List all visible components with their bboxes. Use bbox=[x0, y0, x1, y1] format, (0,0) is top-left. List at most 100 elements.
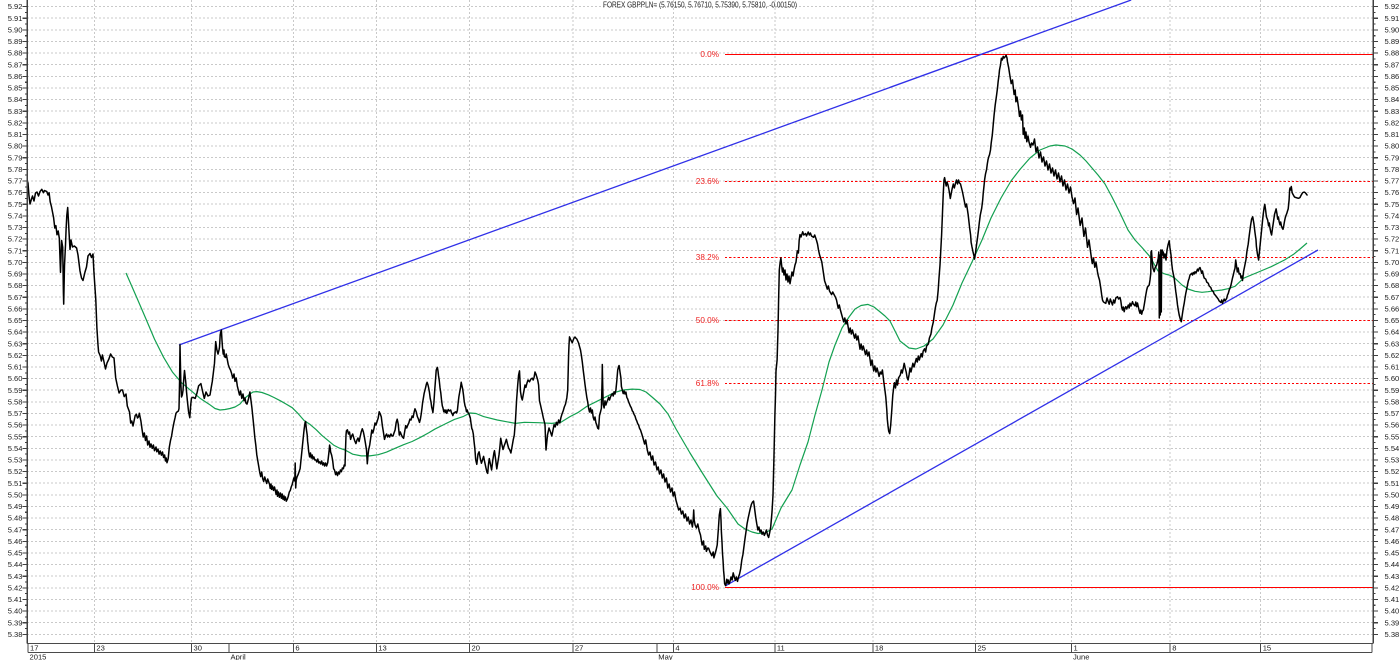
svg-text:5.62: 5.62 bbox=[8, 351, 23, 360]
svg-text:5.74: 5.74 bbox=[1385, 211, 1400, 220]
svg-text:5.83: 5.83 bbox=[1385, 107, 1400, 116]
svg-text:23: 23 bbox=[96, 644, 104, 653]
svg-text:5.84: 5.84 bbox=[8, 95, 23, 104]
svg-text:5.90: 5.90 bbox=[1385, 25, 1400, 34]
svg-text:30: 30 bbox=[194, 644, 202, 653]
svg-text:5.55: 5.55 bbox=[1385, 432, 1400, 441]
svg-text:5.47: 5.47 bbox=[1385, 525, 1400, 534]
svg-text:5.81: 5.81 bbox=[1385, 130, 1400, 139]
svg-text:5.57: 5.57 bbox=[8, 409, 23, 418]
svg-text:5.58: 5.58 bbox=[8, 397, 23, 406]
svg-text:5.77: 5.77 bbox=[8, 177, 23, 186]
svg-text:27: 27 bbox=[575, 644, 583, 653]
svg-text:13: 13 bbox=[378, 644, 386, 653]
svg-text:5.60: 5.60 bbox=[8, 374, 23, 383]
svg-text:5.70: 5.70 bbox=[8, 258, 23, 267]
svg-text:4: 4 bbox=[675, 644, 679, 653]
svg-text:5.78: 5.78 bbox=[8, 165, 23, 174]
svg-text:5.64: 5.64 bbox=[8, 328, 23, 337]
svg-text:5.54: 5.54 bbox=[8, 444, 23, 453]
svg-text:5.62: 5.62 bbox=[1385, 351, 1400, 360]
svg-text:11: 11 bbox=[777, 644, 785, 653]
svg-text:5.75: 5.75 bbox=[1385, 200, 1400, 209]
svg-text:5.74: 5.74 bbox=[8, 211, 23, 220]
svg-text:5.43: 5.43 bbox=[8, 572, 23, 581]
svg-text:5.41: 5.41 bbox=[8, 595, 23, 604]
svg-text:5.53: 5.53 bbox=[1385, 456, 1400, 465]
svg-text:5.88: 5.88 bbox=[1385, 49, 1400, 58]
svg-text:5.81: 5.81 bbox=[8, 130, 23, 139]
svg-text:5.90: 5.90 bbox=[8, 25, 23, 34]
svg-text:5.78: 5.78 bbox=[1385, 165, 1400, 174]
svg-text:5.79: 5.79 bbox=[8, 153, 23, 162]
svg-text:5.42: 5.42 bbox=[1385, 583, 1400, 592]
svg-text:5.53: 5.53 bbox=[8, 456, 23, 465]
svg-text:5.39: 5.39 bbox=[1385, 618, 1400, 627]
svg-text:8: 8 bbox=[1172, 644, 1176, 653]
svg-text:50.0%: 50.0% bbox=[696, 316, 719, 325]
svg-text:5.80: 5.80 bbox=[8, 142, 23, 151]
svg-text:5.49: 5.49 bbox=[8, 502, 23, 511]
svg-text:5.66: 5.66 bbox=[1385, 304, 1400, 313]
svg-text:5.60: 5.60 bbox=[1385, 374, 1400, 383]
svg-text:5.85: 5.85 bbox=[1385, 84, 1400, 93]
svg-text:May: May bbox=[658, 653, 673, 660]
svg-text:5.51: 5.51 bbox=[8, 479, 23, 488]
svg-text:5.89: 5.89 bbox=[8, 37, 23, 46]
svg-text:5.47: 5.47 bbox=[8, 525, 23, 534]
svg-text:6: 6 bbox=[295, 644, 299, 653]
svg-text:5.85: 5.85 bbox=[8, 84, 23, 93]
svg-text:5.56: 5.56 bbox=[8, 421, 23, 430]
svg-text:5.39: 5.39 bbox=[8, 618, 23, 627]
svg-text:5.51: 5.51 bbox=[1385, 479, 1400, 488]
svg-text:5.76: 5.76 bbox=[1385, 188, 1400, 197]
svg-text:20: 20 bbox=[472, 644, 480, 653]
svg-text:5.92: 5.92 bbox=[8, 2, 23, 11]
svg-text:June: June bbox=[1073, 653, 1089, 660]
svg-text:5.56: 5.56 bbox=[1385, 421, 1400, 430]
svg-text:5.72: 5.72 bbox=[1385, 235, 1400, 244]
svg-text:5.69: 5.69 bbox=[1385, 270, 1400, 279]
svg-text:5.88: 5.88 bbox=[8, 49, 23, 58]
svg-text:FOREX GBPPLN= (5.76150, 5.7671: FOREX GBPPLN= (5.76150, 5.76710, 5.75390… bbox=[603, 0, 797, 9]
svg-text:5.41: 5.41 bbox=[1385, 595, 1400, 604]
svg-text:5.48: 5.48 bbox=[1385, 514, 1400, 523]
svg-text:18: 18 bbox=[875, 644, 883, 653]
svg-text:5.73: 5.73 bbox=[1385, 223, 1400, 232]
svg-text:5.68: 5.68 bbox=[1385, 281, 1400, 290]
svg-text:5.55: 5.55 bbox=[8, 432, 23, 441]
svg-text:5.63: 5.63 bbox=[8, 339, 23, 348]
svg-text:5.43: 5.43 bbox=[1385, 572, 1400, 581]
svg-text:0.0%: 0.0% bbox=[700, 50, 719, 59]
svg-text:5.63: 5.63 bbox=[1385, 339, 1400, 348]
svg-text:5.71: 5.71 bbox=[8, 246, 23, 255]
svg-text:5.42: 5.42 bbox=[8, 583, 23, 592]
svg-text:5.54: 5.54 bbox=[1385, 444, 1400, 453]
svg-text:5.48: 5.48 bbox=[8, 514, 23, 523]
svg-text:5.57: 5.57 bbox=[1385, 409, 1400, 418]
svg-text:1: 1 bbox=[1074, 644, 1078, 653]
svg-text:5.92: 5.92 bbox=[1385, 2, 1400, 11]
svg-text:5.46: 5.46 bbox=[1385, 537, 1400, 546]
svg-text:5.82: 5.82 bbox=[8, 118, 23, 127]
svg-text:5.77: 5.77 bbox=[1385, 177, 1400, 186]
svg-text:5.87: 5.87 bbox=[8, 60, 23, 69]
svg-text:23.6%: 23.6% bbox=[696, 177, 719, 186]
svg-text:5.50: 5.50 bbox=[1385, 490, 1400, 499]
svg-text:5.52: 5.52 bbox=[1385, 467, 1400, 476]
svg-text:5.75: 5.75 bbox=[8, 200, 23, 209]
svg-text:5.89: 5.89 bbox=[1385, 37, 1400, 46]
svg-text:5.69: 5.69 bbox=[8, 270, 23, 279]
svg-text:5.83: 5.83 bbox=[8, 107, 23, 116]
svg-text:5.64: 5.64 bbox=[1385, 328, 1400, 337]
svg-text:5.58: 5.58 bbox=[1385, 397, 1400, 406]
svg-text:5.44: 5.44 bbox=[8, 560, 23, 569]
svg-text:5.65: 5.65 bbox=[1385, 316, 1400, 325]
svg-text:5.61: 5.61 bbox=[8, 363, 23, 372]
svg-text:5.61: 5.61 bbox=[1385, 363, 1400, 372]
svg-text:25: 25 bbox=[978, 644, 986, 653]
svg-text:5.86: 5.86 bbox=[1385, 72, 1400, 81]
svg-text:5.80: 5.80 bbox=[1385, 142, 1400, 151]
svg-text:5.70: 5.70 bbox=[1385, 258, 1400, 267]
svg-text:5.79: 5.79 bbox=[1385, 153, 1400, 162]
